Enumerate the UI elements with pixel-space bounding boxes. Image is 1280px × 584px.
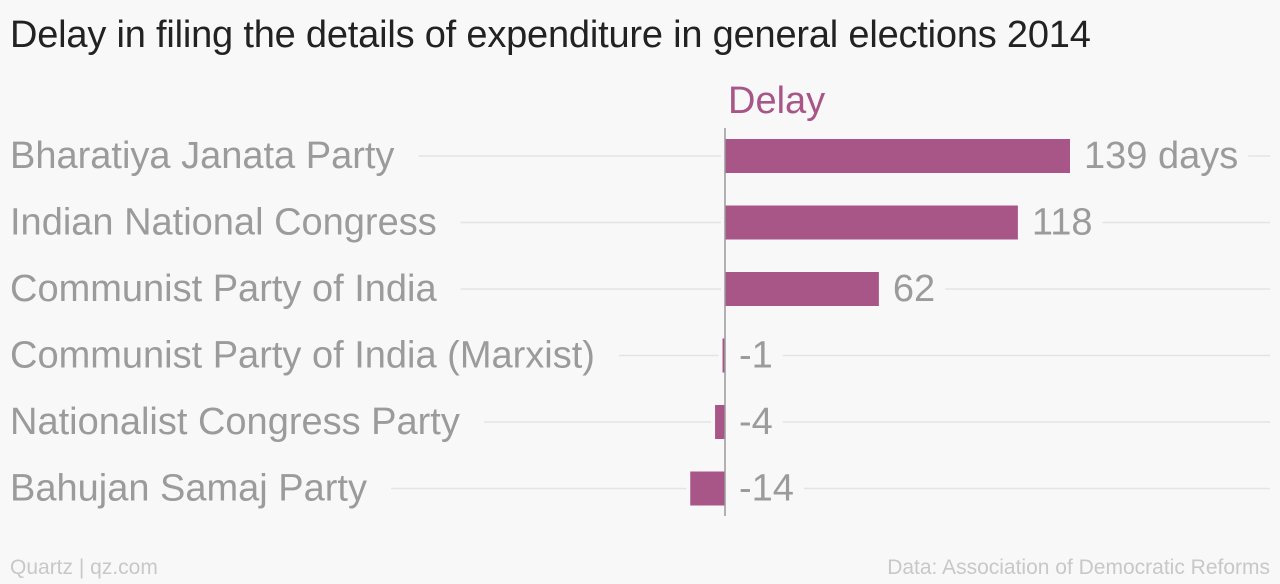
category-label: Indian National Congress [10, 202, 437, 244]
value-label: -4 [739, 401, 773, 443]
bar [722, 338, 725, 373]
category-label: Bharatiya Janata Party [10, 135, 394, 177]
data-source: Data: Association of Democratic Reforms [887, 556, 1270, 579]
value-label: 139 days [1084, 135, 1238, 177]
source-credit: Quartz | qz.com [10, 556, 158, 579]
category-label: Communist Party of India (Marxist) [10, 335, 595, 377]
series-label: Delay [728, 80, 825, 122]
value-label: -14 [739, 468, 794, 510]
bar [725, 205, 1018, 240]
bar [715, 405, 725, 439]
value-label: 62 [893, 268, 935, 310]
value-label: -1 [739, 335, 773, 377]
value-labels: 139 days 118 62 -1 -4 -14 [739, 135, 1238, 510]
category-label: Bahujan Samaj Party [10, 468, 367, 510]
chart-title: Delay in filing the details of expenditu… [10, 14, 1091, 56]
gridlines [390, 155, 1270, 490]
category-label: Communist Party of India [10, 268, 437, 310]
category-labels: Bharatiya Janata Party Indian National Co… [10, 135, 595, 510]
value-label: 118 [1032, 202, 1093, 244]
bar [690, 471, 725, 506]
bar [725, 139, 1070, 173]
category-label: Nationalist Congress Party [10, 401, 460, 443]
bar [725, 272, 879, 306]
bars [690, 139, 1070, 506]
